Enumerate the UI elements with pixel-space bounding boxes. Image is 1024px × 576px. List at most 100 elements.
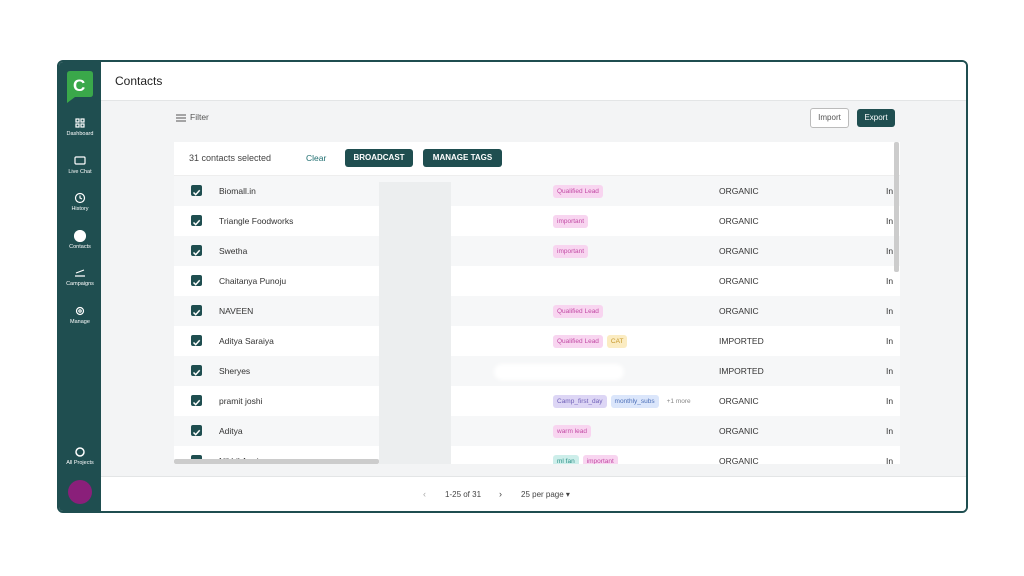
nav-label: Manage [70,318,90,325]
nav-item[interactable]: Contacts [59,229,101,250]
cell-source: IMPORTED [719,336,764,346]
nav-icon [74,192,86,204]
cell-name: pramit joshi [219,396,263,406]
cell-name: NAVEEN [219,306,254,316]
per-page-label: 25 per page [521,490,564,499]
table-row: Swetha ORGANIC In important [174,236,900,266]
page-range: 1-25 of 31 [445,490,482,499]
check-mark [192,399,201,406]
nav-item[interactable]: Dashboard [59,117,101,137]
filter-button[interactable]: Filter [176,112,209,122]
tag: important [553,215,589,229]
next-page[interactable]: › [499,489,502,499]
cell-source: ORGANIC [719,276,759,286]
cell-source: ORGANIC [719,456,759,464]
cell-name: Biomall.in [219,186,256,196]
tag: CAT [606,335,628,349]
broadcast-button[interactable]: BROADCAST [345,149,413,167]
cell-last: In [886,276,894,286]
table-row: Chaitanya Punoju ORGANIC In [174,266,900,296]
cell-tags: important [553,206,592,236]
per-page-select[interactable]: 25 per page ▾ [521,490,570,499]
tag: warm lead [553,425,591,439]
filter-label: Filter [190,112,209,122]
svg-text:C: C [73,76,85,95]
nav-item[interactable]: History [59,192,101,212]
sidebar: C Dashboard Live Chat History Contacts Campa… [59,62,101,511]
selection-count: 31 contacts selected [189,153,272,163]
cell-name: Chaitanya Punoju [219,276,287,286]
nav-item[interactable]: All Projects [59,446,101,466]
cell-source: ORGANIC [719,246,759,256]
cell-source: ORGANIC [719,426,759,436]
cell-last: In [886,426,894,436]
cell-tags: Qualified Lead [553,296,607,326]
check-mark [192,219,201,226]
cell-source: ORGANIC [719,306,759,316]
cell-last: In [886,216,894,226]
nav-label: All Projects [66,460,94,466]
manage-tags-button[interactable]: MANAGE TAGS [423,149,502,167]
tag: important [582,455,618,464]
nav-label: Contacts [69,243,91,250]
export-button[interactable]: Export [857,109,895,127]
h-scrollbar [174,459,379,464]
cell-tags: Qualified Lead [553,176,607,206]
nav-item[interactable]: Live Chat [59,155,101,175]
check-mark [192,279,201,286]
check-mark [192,249,201,256]
blur-overlay [494,364,624,380]
nav-icon [75,269,85,277]
cell-source: ORGANIC [719,186,759,196]
check-mark [192,309,201,316]
nav-item[interactable]: Manage [59,305,101,325]
filter-icon [176,114,186,122]
checkbox[interactable] [191,335,202,346]
cell-name: Triangle Foodworks [219,216,294,226]
cell-last: In [886,306,894,316]
nav-label: Dashboard [66,131,94,137]
cell-name: Aditya Saraiya [219,336,274,346]
cell-source: ORGANIC [719,216,759,226]
nav-label: History [71,206,89,212]
checkbox[interactable] [191,275,202,286]
page-title: Contacts [115,74,163,88]
nav-item[interactable]: Campaigns [59,267,101,287]
table-row: pramit joshi ORGANIC In Camp_first_day month… [174,386,900,416]
cell-name: Swetha [219,246,248,256]
cell-tags: Camp_first_day monthly_subs +1 more [553,386,699,416]
checkbox[interactable] [191,365,202,376]
cell-tags: important [553,236,592,266]
selection-bar: 31 contacts selected Clear BROADCAST MAN… [174,142,900,176]
cell-tags: Qualified Lead CAT [553,326,631,356]
checkbox[interactable] [191,185,202,196]
cell-name: Sheryes [219,366,251,376]
tag: ml fan [553,455,579,464]
tag: Qualified Lead [553,185,603,199]
cell-last: In [886,456,894,464]
nav-label: Live Chat [68,168,92,175]
checkbox[interactable] [191,395,202,406]
tag: monthly_subs [610,395,659,409]
checkbox[interactable] [191,305,202,316]
app-frame: C Dashboard Live Chat History Contacts Campa… [57,60,968,513]
prev-page[interactable]: ‹ [423,489,426,499]
import-button[interactable]: Import [810,108,849,128]
nav-icon [75,118,85,128]
avatar[interactable] [68,480,92,504]
table-row: Aditya ORGANIC In warm lead [174,416,900,446]
check-mark [192,339,201,346]
clear-button[interactable]: Clear [306,153,327,163]
cell-last: In [886,246,894,256]
nav-icon [74,229,86,242]
checkbox[interactable] [191,215,202,226]
checkbox[interactable] [191,425,202,436]
check-mark [192,189,201,196]
cell-last: In [886,366,894,376]
nav-icon [75,447,85,457]
cell-tags: ml fan important [553,446,622,464]
tag: Qualified Lead [553,305,603,319]
checkbox[interactable] [191,245,202,256]
cell-last: In [886,396,894,406]
